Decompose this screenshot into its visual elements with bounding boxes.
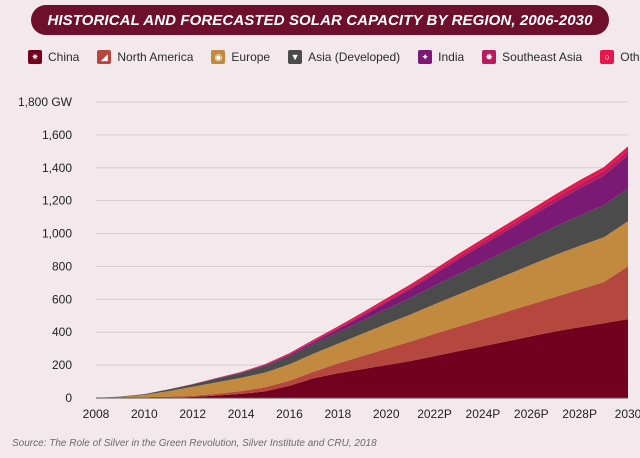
- legend-item-southeast-asia: ✸ Southeast Asia: [482, 50, 582, 64]
- x-tick-label: 2024P: [466, 407, 501, 421]
- y-tick-label: 200: [52, 358, 72, 372]
- chart-title-banner: HISTORICAL AND FORECASTED SOLAR CAPACITY…: [31, 5, 609, 35]
- y-tick-label: 1,400: [42, 161, 72, 175]
- china-icon: ✷: [28, 50, 42, 64]
- y-tick-label: 0: [65, 391, 72, 405]
- legend-label: Europe: [231, 50, 271, 64]
- north-america-icon: ◢: [97, 50, 112, 64]
- legend-label: Southeast Asia: [502, 50, 583, 64]
- legend-item-china: ✷ China: [28, 50, 79, 64]
- x-tick-label: 2008: [83, 407, 110, 421]
- x-tick-label: 2020: [373, 407, 400, 421]
- y-tick-label: 1,200: [42, 194, 72, 208]
- legend-item-india: ✦ India: [418, 50, 464, 64]
- legend-label: Other: [620, 50, 640, 64]
- x-tick-label: 2014: [228, 407, 255, 421]
- legend-item-other: ○ Other: [600, 50, 640, 64]
- x-tick-label: 2010: [131, 407, 158, 421]
- area-china: [96, 319, 628, 398]
- asia-developed-icon: ▼: [288, 50, 303, 64]
- legend-label: Asia (Developed): [308, 50, 401, 64]
- area-north-america: [96, 266, 628, 398]
- legend-label: China: [48, 50, 80, 64]
- southeast-asia-icon: ✸: [482, 50, 497, 64]
- y-tick-label: 600: [52, 292, 72, 306]
- legend-item-europe: ◉ Europe: [211, 50, 270, 64]
- y-tick-label: 800: [52, 259, 72, 273]
- europe-icon: ◉: [211, 50, 226, 64]
- x-tick-label: 2028P: [562, 407, 597, 421]
- legend-label: North America: [117, 50, 194, 64]
- x-tick-label: 2016: [276, 407, 303, 421]
- india-icon: ✦: [418, 50, 433, 64]
- y-tick-label: 400: [52, 325, 72, 339]
- x-tick-label: 2018: [324, 407, 351, 421]
- x-tick-label: 2030: [615, 407, 640, 421]
- other-icon: ○: [600, 50, 615, 64]
- source-note: Source: The Role of Silver in the Green …: [12, 438, 377, 449]
- legend-item-north-america: ◢ North America: [97, 50, 193, 64]
- y-tick-label: 1,000: [42, 227, 72, 241]
- chart-title: HISTORICAL AND FORECASTED SOLAR CAPACITY…: [47, 11, 593, 29]
- y-tick-label: 1,600: [42, 128, 72, 142]
- x-tick-label: 2022P: [417, 407, 452, 421]
- chart-legend: ✷ China ◢ North America ◉ Europe ▼ Asia (Develo…: [28, 46, 640, 68]
- legend-item-asia-developed: ▼ Asia (Developed): [288, 50, 400, 64]
- y-tick-label: 1,800 GW: [18, 95, 73, 109]
- legend-label: India: [438, 50, 465, 64]
- x-tick-label: 2026P: [514, 407, 549, 421]
- x-tick-label: 2012: [179, 407, 206, 421]
